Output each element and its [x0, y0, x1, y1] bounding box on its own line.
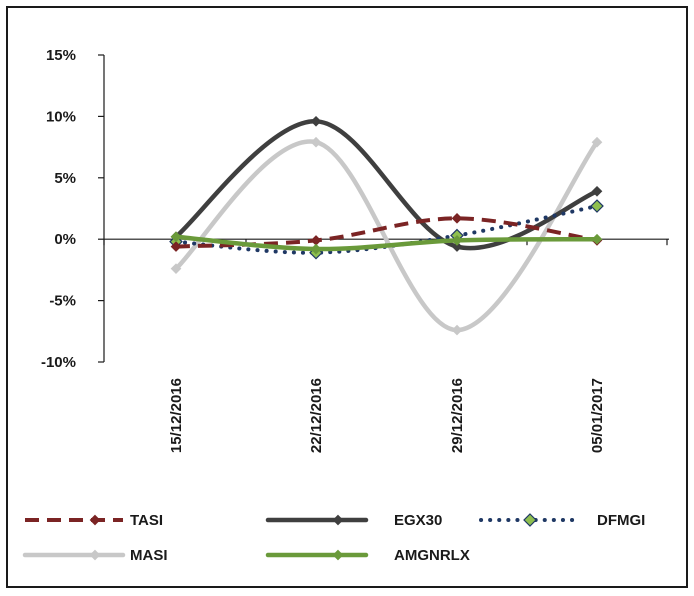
legend-swatch-marker [89, 514, 101, 526]
legend-label: TASI [130, 512, 163, 529]
y-tick-label: -5% [49, 293, 76, 310]
legend-label: EGX30 [394, 512, 442, 529]
legend-item-masi: MASI [22, 547, 168, 564]
series-layer [169, 115, 604, 336]
legend-label: DFMGI [597, 512, 645, 529]
data-point-marker [170, 241, 182, 252]
legend-item-amgnrlx: AMGNRLX [265, 547, 470, 564]
x-tick-label: 29/12/2016 [449, 378, 466, 453]
y-tick-label: 10% [46, 108, 76, 125]
data-point-marker [591, 136, 603, 148]
legend-item-egx30: EGX30 [265, 512, 442, 529]
series-masi [170, 136, 603, 336]
series-line [175, 216, 598, 249]
series-egx30 [170, 115, 603, 252]
data-point-marker [591, 233, 603, 245]
legend-label: MASI [130, 547, 168, 564]
data-point-marker [451, 235, 463, 246]
y-tick-label: 5% [54, 170, 76, 187]
data-point-marker [591, 185, 603, 197]
data-point-marker [451, 212, 463, 224]
series-line [173, 234, 600, 252]
legend-swatch-marker [332, 514, 344, 526]
legend: TASI EGX30 DFMGI MASI AMGNRLX [22, 512, 645, 564]
legend-swatch-marker [89, 549, 101, 561]
data-point-marker [310, 115, 322, 127]
y-tick-label: 0% [54, 231, 76, 248]
x-tick-label: 22/12/2016 [308, 378, 325, 453]
data-point-marker [451, 324, 463, 336]
data-point-marker [310, 235, 322, 246]
x-tick-label: 05/01/2017 [589, 378, 606, 453]
series-line [173, 119, 600, 251]
legend-swatch-marker [332, 549, 344, 561]
chart-frame [6, 6, 688, 588]
series-line [173, 139, 600, 333]
data-point-marker [310, 243, 322, 255]
legend-item-tasi: TASI [25, 512, 163, 529]
y-tick-label: -10% [41, 354, 76, 371]
y-tick-label: 15% [46, 47, 76, 64]
data-point-marker [170, 263, 182, 275]
data-point-marker [451, 241, 463, 252]
legend-label: AMGNRLX [394, 547, 470, 564]
data-point-marker [590, 199, 604, 213]
data-point-marker [170, 231, 182, 243]
data-point-marker [310, 136, 322, 148]
series-amgnrlx [170, 231, 603, 255]
legend-swatch-marker [523, 513, 537, 527]
legend-item-dfmgi: DFMGI [479, 512, 645, 529]
x-tick-label: 15/12/2016 [168, 378, 185, 453]
